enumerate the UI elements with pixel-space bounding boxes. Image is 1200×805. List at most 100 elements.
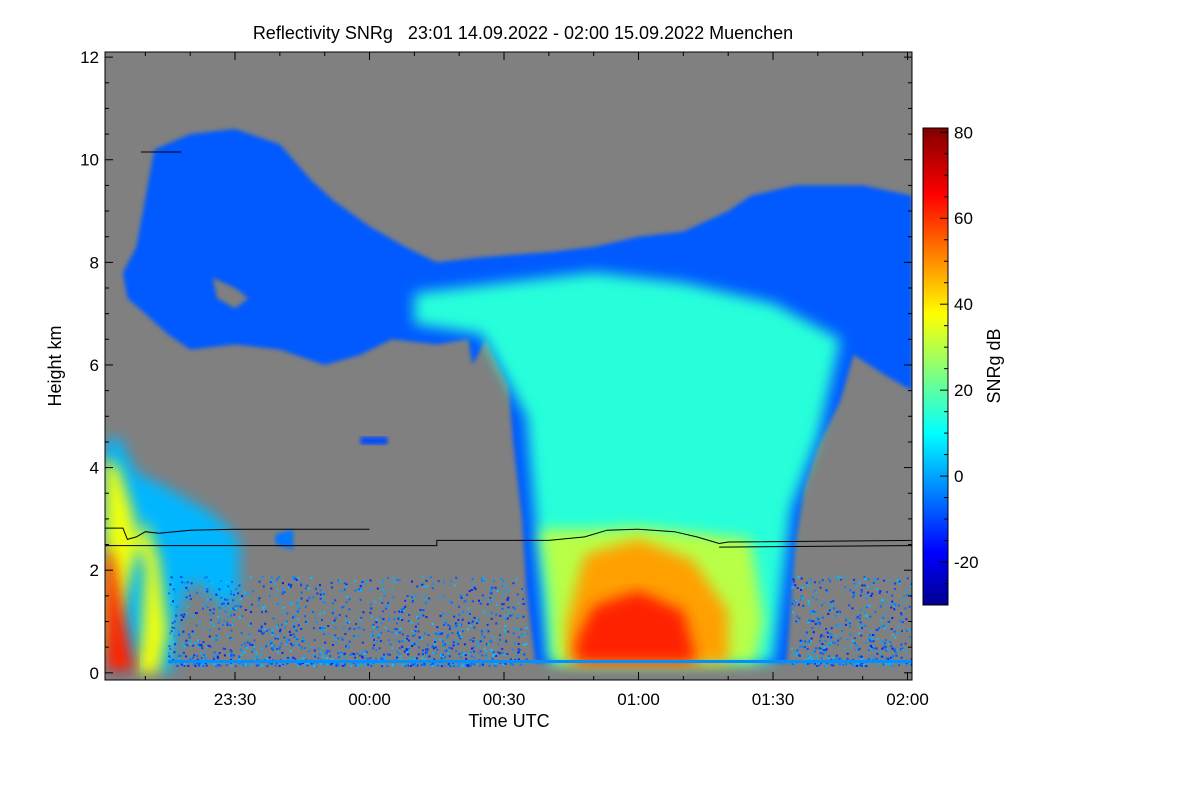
- clutter-pixel: [470, 647, 473, 650]
- clutter-pixel: [257, 604, 260, 607]
- clutter-pixel: [826, 662, 829, 665]
- clutter-pixel: [851, 596, 854, 599]
- clutter-pixel: [427, 634, 430, 637]
- clutter-pixel: [892, 656, 894, 659]
- clutter-pixel: [196, 612, 198, 615]
- clutter-pixel: [244, 642, 247, 645]
- clutter-pixel: [173, 651, 176, 654]
- clutter-pixel: [340, 653, 343, 656]
- clutter-pixel: [861, 584, 864, 587]
- clutter-pixel: [348, 627, 351, 630]
- clutter-pixel: [438, 664, 441, 667]
- clutter-pixel: [416, 585, 419, 588]
- clutter-pixel: [189, 658, 192, 661]
- clutter-pixel: [485, 656, 488, 659]
- clutter-pixel: [204, 662, 207, 665]
- clutter-pixel: [361, 656, 364, 659]
- clutter-pixel: [381, 665, 384, 668]
- clutter-pixel: [805, 641, 808, 644]
- clutter-pixel: [262, 658, 265, 661]
- clutter-pixel: [330, 586, 333, 589]
- clutter-pixel: [456, 632, 459, 635]
- clutter-pixel: [403, 650, 406, 653]
- clutter-pixel: [192, 644, 195, 647]
- clutter-pixel: [910, 583, 912, 586]
- clutter-pixel: [849, 662, 852, 665]
- clutter-pixel: [871, 645, 873, 648]
- clutter-pixel: [281, 592, 284, 595]
- clutter-pixel: [460, 636, 463, 639]
- clutter-pixel: [281, 582, 284, 585]
- clutter-pixel: [387, 603, 390, 606]
- clutter-pixel: [405, 650, 408, 653]
- clutter-pixel: [285, 620, 288, 623]
- clutter-pixel: [268, 594, 271, 597]
- clutter-pixel: [815, 655, 818, 658]
- clutter-pixel: [456, 622, 459, 625]
- clutter-pixel: [898, 582, 901, 585]
- clutter-pixel: [170, 603, 172, 606]
- clutter-pixel: [864, 578, 867, 580]
- clutter-pixel: [289, 601, 292, 604]
- clutter-pixel: [892, 654, 895, 657]
- clutter-pixel: [238, 662, 241, 665]
- clutter-pixel: [290, 642, 292, 645]
- clutter-pixel: [358, 654, 361, 657]
- clutter-pixel: [812, 610, 815, 613]
- clutter-pixel: [250, 665, 253, 667]
- clutter-pixel: [345, 645, 347, 648]
- clutter-pixel: [475, 640, 478, 643]
- clutter-pixel: [261, 632, 264, 635]
- clutter-pixel: [506, 598, 509, 601]
- clutter-pixel: [182, 616, 185, 618]
- clutter-pixel: [217, 656, 219, 659]
- clutter-pixel: [481, 639, 484, 642]
- clutter-pixel: [295, 611, 298, 614]
- clutter-pixel: [331, 662, 334, 665]
- clutter-pixel: [832, 603, 835, 606]
- clutter-pixel: [902, 601, 905, 604]
- clutter-pixel: [260, 653, 263, 656]
- clutter-pixel: [193, 663, 196, 666]
- clutter-pixel: [491, 657, 494, 660]
- clutter-pixel: [279, 628, 282, 631]
- clutter-pixel: [796, 652, 798, 655]
- clutter-pixel: [834, 657, 837, 660]
- clutter-pixel: [864, 665, 867, 667]
- cloud-base-line-upper: [105, 527, 370, 541]
- clutter-pixel: [354, 664, 357, 667]
- clutter-pixel: [504, 631, 507, 634]
- y-tick-label: 8: [90, 253, 99, 272]
- clutter-pixel: [407, 620, 410, 622]
- clutter-pixel: [201, 663, 204, 666]
- cloud-base-line-lower: [105, 528, 912, 547]
- clutter-pixel: [238, 584, 241, 587]
- clutter-pixel: [473, 586, 476, 589]
- clutter-pixel: [375, 657, 377, 660]
- clutter-pixel: [881, 599, 884, 602]
- clutter-pixel: [239, 605, 242, 608]
- clutter-pixel: [442, 613, 444, 615]
- clutter-pixel: [210, 622, 213, 625]
- clutter-pixel: [414, 634, 417, 637]
- clutter-pixel: [215, 593, 218, 596]
- clutter-pixel: [838, 610, 841, 613]
- clutter-pixel: [234, 607, 237, 610]
- clutter-pixel: [183, 664, 186, 667]
- clutter-pixel: [868, 638, 870, 641]
- clutter-pixel: [482, 610, 485, 613]
- clutter-pixel: [224, 598, 226, 601]
- clutter-pixel: [202, 601, 205, 604]
- clutter-pixel: [511, 614, 514, 617]
- clutter-pixel: [863, 663, 865, 666]
- clutter-pixel: [461, 652, 464, 654]
- clutter-pixel: [436, 626, 439, 629]
- clutter-pixel: [357, 588, 360, 591]
- clutter-pixel: [296, 662, 299, 665]
- clutter-pixel: [836, 610, 839, 613]
- clutter-pixel: [223, 654, 226, 657]
- clutter-pixel: [330, 581, 333, 584]
- clutter-pixel: [319, 653, 321, 656]
- clutter-pixel: [276, 651, 279, 654]
- clutter-pixel: [439, 638, 442, 641]
